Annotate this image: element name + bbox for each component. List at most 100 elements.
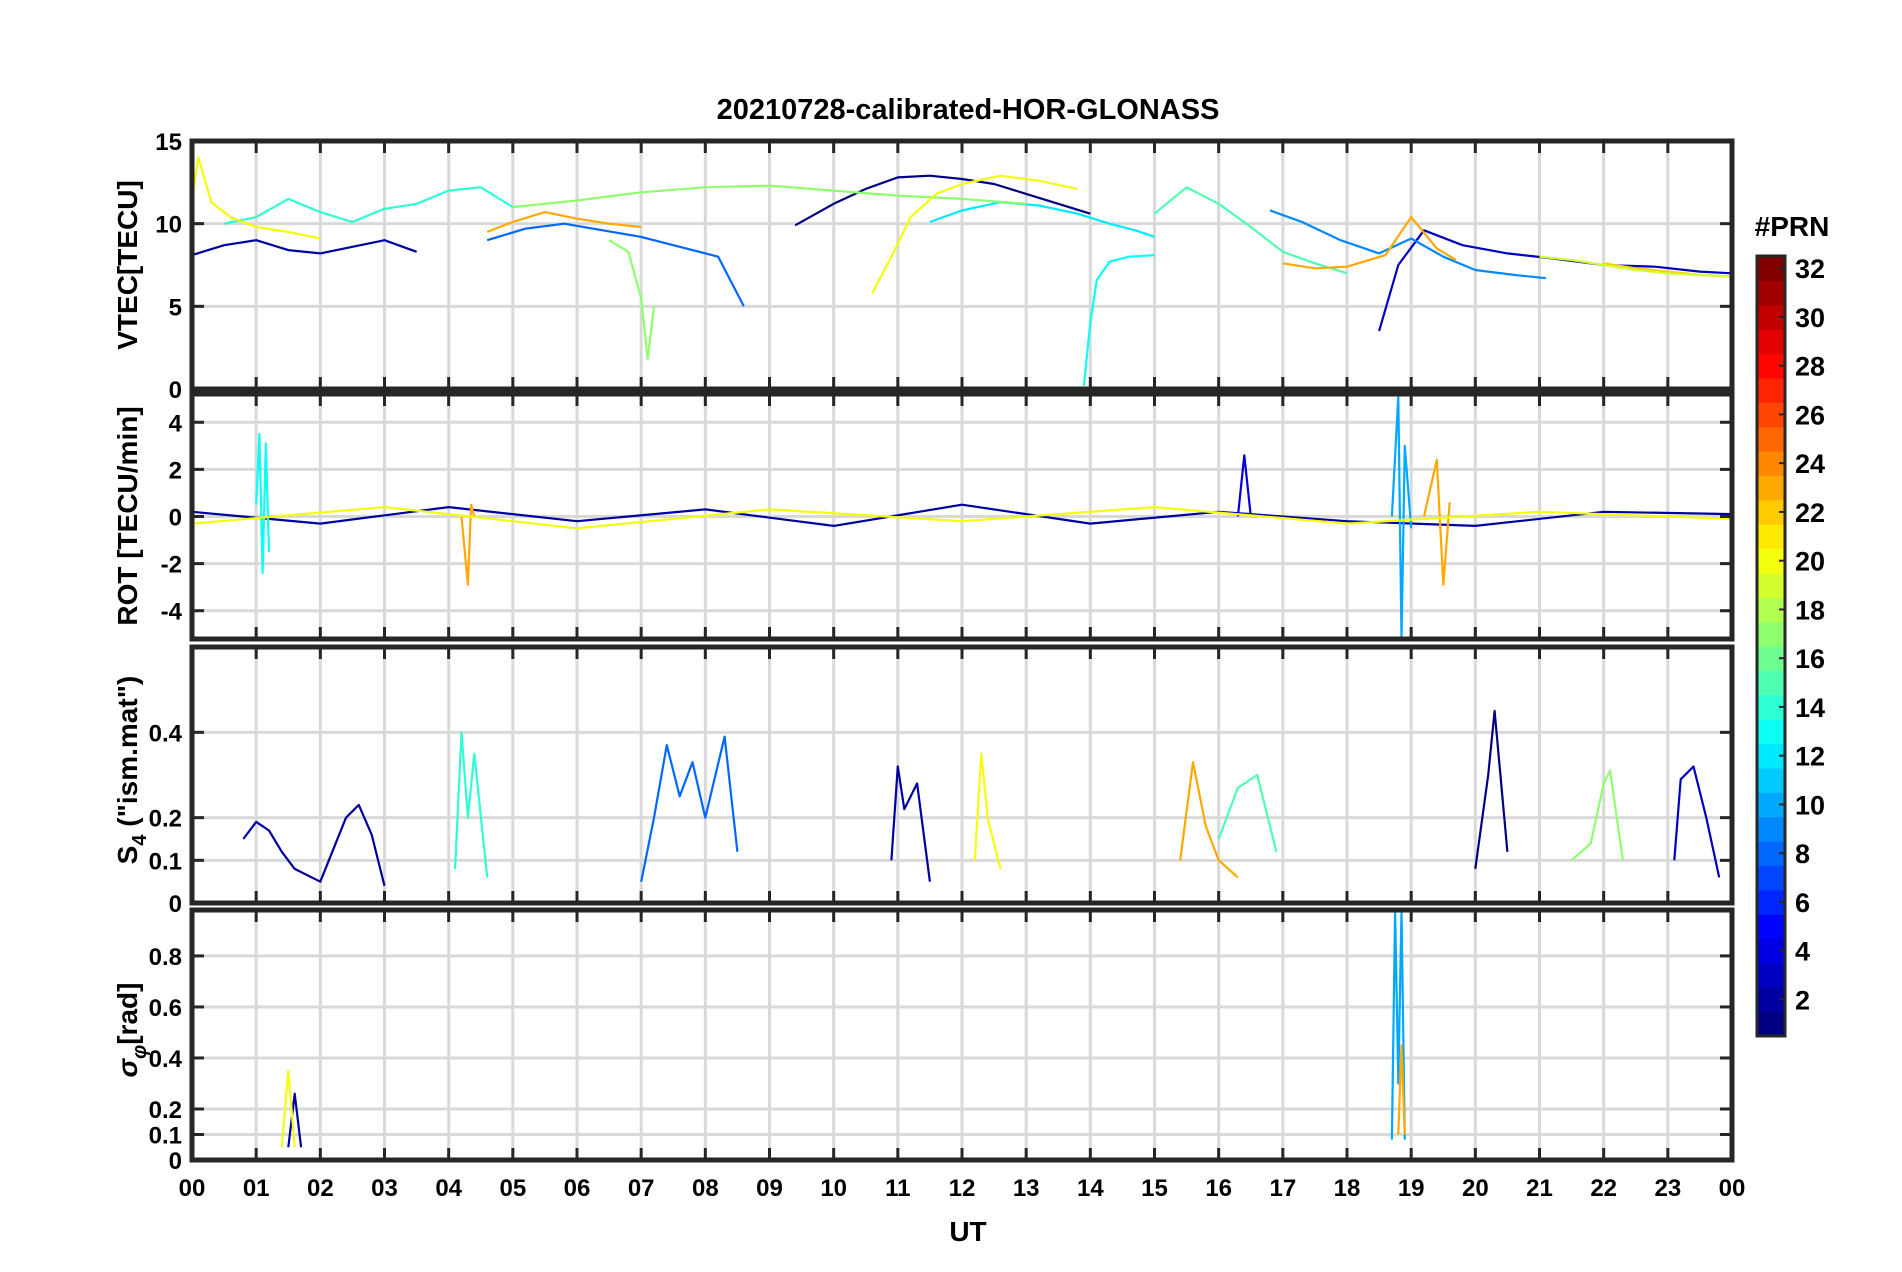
panel-vtec: 0 5 10 15 VTEC[TECU] <box>112 129 1735 404</box>
vtec-series-prn-12 <box>929 201 1155 238</box>
vtec-series-prn-13 <box>1082 254 1155 386</box>
xtick-label-23: 23 <box>1654 1175 1681 1202</box>
xtick-label-16: 16 <box>1205 1175 1232 1202</box>
s4-series-prn-14 <box>454 731 489 878</box>
rot-series-prn-23 <box>460 503 476 586</box>
vtec-series-group <box>190 156 1733 386</box>
xtick-label-11: 11 <box>885 1175 910 1202</box>
rot-series-prn-2 <box>191 503 1733 528</box>
colorbar-cell-5 <box>1757 914 1785 940</box>
s4-series-prn-23 <box>1179 761 1239 879</box>
colorbar-cell-11 <box>1757 767 1785 793</box>
sigma-phi-ytick-label-0-6: 0.6 <box>149 995 182 1022</box>
xtick-label-8: 08 <box>692 1175 719 1202</box>
rot-series-prn-23b <box>1422 458 1451 586</box>
x-axis-label: UT <box>949 1216 986 1247</box>
xtick-label-4: 04 <box>435 1175 462 1202</box>
vtec-series-prn-3 <box>1378 229 1733 332</box>
rot-grid <box>192 394 1732 639</box>
xtick-label-21: 21 <box>1526 1175 1553 1202</box>
xtick-label-5: 05 <box>499 1175 526 1202</box>
xtick-label-10: 10 <box>820 1175 847 1202</box>
s4-series-prn-15 <box>1217 773 1278 853</box>
rot-ylabel: ROT [TECU/min] <box>112 406 143 625</box>
s4-ylabel-rest: ("ism.mat") <box>112 676 143 835</box>
vtec-grid <box>192 141 1732 389</box>
rot-ytick-label-0: 0 <box>169 505 182 532</box>
sigma-phi-yticks: 00.10.2 0.4 0.6 0.8 <box>149 944 1732 1175</box>
s4-ytick-label-0: 0 <box>169 891 182 918</box>
colorbar-tick-label-24: 24 <box>1795 449 1825 479</box>
colorbar-cell-7 <box>1757 865 1785 891</box>
colorbar-tick-label-18: 18 <box>1795 595 1825 625</box>
vtec-ytick-label-10: 10 <box>155 212 182 239</box>
xtick-label-14: 14 <box>1077 1175 1104 1202</box>
colorbar-cell-21 <box>1757 524 1785 550</box>
s4-series-prn-2b <box>890 765 931 882</box>
vtec-series-prn-8 <box>486 222 745 307</box>
colorbar-cell-19 <box>1757 572 1785 598</box>
vtec-series-prn-20b <box>871 174 1078 294</box>
vtec-series-prn-15 <box>1153 186 1348 275</box>
panel-sigma-phi: 00.10.2 0.4 0.6 0.8 00 01 02 03 04 05 06 07 08 09 10 1… <box>112 907 1746 1202</box>
rot-series-prn-13 <box>255 432 271 575</box>
sigma-phi-series-prn-20 <box>280 1069 296 1148</box>
rot-series-prn-4 <box>1236 454 1252 517</box>
s4-series-prn-20 <box>973 752 1002 870</box>
xtick-label-22: 22 <box>1590 1175 1617 1202</box>
vtec-axes-frame <box>189 138 1735 392</box>
colorbar-cell-3 <box>1757 962 1785 988</box>
colorbar-tick-label-14: 14 <box>1795 693 1825 723</box>
vtec-ytick-label-5: 5 <box>169 294 182 321</box>
sigma-phi-series-prn-10 <box>1390 908 1406 1140</box>
s4-series-prn-3 <box>1673 765 1721 878</box>
vtec-ylabel: VTEC[TECU] <box>112 180 143 350</box>
sigma-phi-grid <box>192 910 1732 1160</box>
sigma-phi-ytick-label-0-8: 0.8 <box>149 944 182 971</box>
vtec-series-prn-1 <box>794 174 1091 227</box>
sigma-phi-ytick-label-0-2: 0.2 <box>149 1097 182 1124</box>
colorbar-label: #PRN <box>1755 211 1830 242</box>
xtick-label-13: 13 <box>1013 1175 1040 1202</box>
xtick-label-24: 00 <box>1719 1175 1746 1202</box>
sigma-phi-xticks: 00 01 02 03 04 05 06 07 08 09 10 11 12 13 14 15 16 17 18 19… <box>179 910 1746 1202</box>
sigma-phi-ytick-label-0: 0 <box>169 1148 182 1175</box>
s4-axes-frame <box>189 644 1735 906</box>
rot-series-prn-20 <box>191 506 1733 530</box>
xtick-label-18: 18 <box>1334 1175 1361 1202</box>
sigma-phi-ytick-label-0-4: 0.4 <box>149 1046 183 1073</box>
s4-series-prn-17 <box>1570 769 1624 862</box>
rot-ytick-label-4: -4 <box>161 599 183 626</box>
colorbar-cell-29 <box>1757 329 1785 355</box>
s4-ylabel: S4 ("ism.mat") <box>112 676 151 865</box>
vtec-series-prn-14 <box>223 186 514 225</box>
colorbar-frame <box>1755 254 1787 1038</box>
colorbar-tick-label-2: 2 <box>1795 985 1810 1015</box>
sigma-phi-series-group <box>280 908 1406 1148</box>
xtick-label-3: 03 <box>371 1175 398 1202</box>
sigma-phi-series-prn-23 <box>1397 1044 1406 1135</box>
s4-ylabel-main: S <box>112 846 143 865</box>
colorbar-tick-label-6: 6 <box>1795 888 1810 918</box>
colorbar-tick-label-28: 28 <box>1795 352 1825 382</box>
s4-ylabel-sub: 4 <box>129 834 151 846</box>
rot-ytick-label-2: 2 <box>169 457 182 484</box>
xtick-label-12: 12 <box>949 1175 976 1202</box>
vtec-series-prn-2 <box>191 239 417 257</box>
rot-axes-frame <box>189 391 1735 642</box>
colorbar-tick-label-20: 20 <box>1795 547 1825 577</box>
colorbar-cell-27 <box>1757 377 1785 403</box>
xtick-label-17: 17 <box>1269 1175 1296 1202</box>
s4-series-group <box>242 709 1721 887</box>
vtec-series-prn-9 <box>1269 209 1547 280</box>
colorbar-tick-label-4: 4 <box>1795 937 1810 967</box>
colorbar-tick-label-22: 22 <box>1795 498 1825 528</box>
s4-ytick-label-0-1: 0.1 <box>149 848 182 875</box>
rot-yticks: -4 -2 0 2 4 <box>161 410 1732 626</box>
rot-ytick-label-2: -2 <box>161 552 182 579</box>
colorbar-cell-31 <box>1757 280 1785 306</box>
colorbar-tick-label-10: 10 <box>1795 790 1825 820</box>
